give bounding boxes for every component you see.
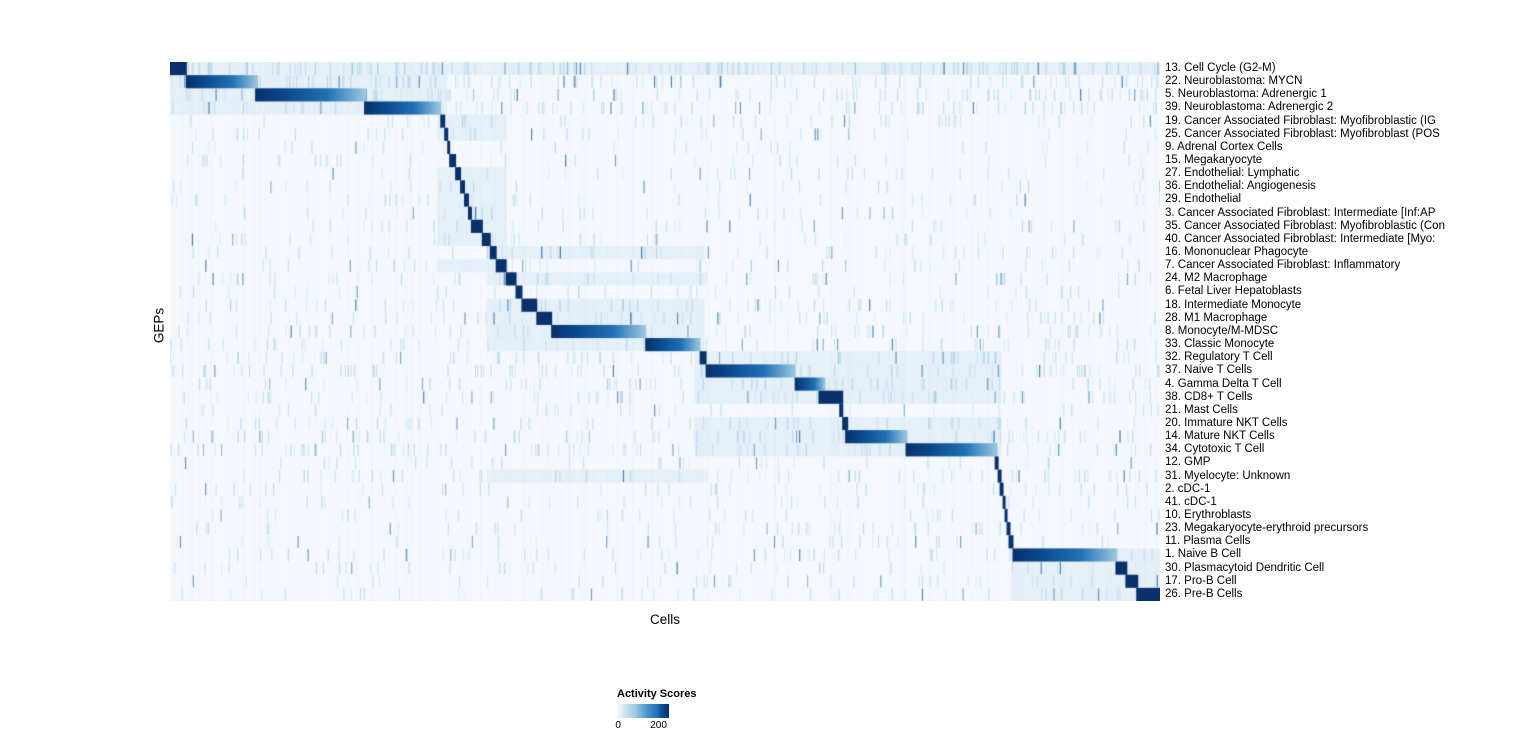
- legend-ticks: 0 200: [615, 720, 669, 732]
- row-label: 12. GMP: [1165, 456, 1211, 469]
- row-label: 6. Fetal Liver Hepatoblasts: [1165, 285, 1302, 298]
- row-label: 8. Monocyte/M-MDSC: [1165, 324, 1279, 337]
- row-label: 17. Pro-B Cell: [1165, 574, 1237, 587]
- row-label: 9. Adrenal Cortex Cells: [1165, 140, 1283, 153]
- row-label: 37. Naive T Cells: [1165, 364, 1253, 377]
- row-label: 29. Endothelial: [1165, 193, 1242, 206]
- row-label: 13. Cell Cycle (G2-M): [1165, 62, 1276, 74]
- legend-bar-wrap: [617, 704, 669, 718]
- row-label: 36. Endothelial: Angiogenesis: [1165, 180, 1316, 193]
- row-label: 25. Cancer Associated Fibroblast: Myofib…: [1165, 127, 1440, 140]
- legend-tick-max: 200: [650, 720, 667, 731]
- row-labels: 13. Cell Cycle (G2-M) 22. Neuroblastoma: …: [1165, 62, 1540, 601]
- row-label: 41. cDC-1: [1165, 495, 1217, 508]
- row-label: 22. Neuroblastoma: MYCN: [1165, 75, 1303, 88]
- row-label: 24. M2 Macrophage: [1165, 272, 1268, 285]
- row-label: 33. Classic Monocyte: [1165, 338, 1275, 351]
- row-label: 3. Cancer Associated Fibroblast: Interme…: [1165, 206, 1436, 219]
- row-label: 15. Megakaryocyte: [1165, 154, 1263, 167]
- row-label: 7. Cancer Associated Fibroblast: Inflamm…: [1165, 259, 1401, 272]
- row-label: 11. Plasma Cells: [1165, 535, 1251, 548]
- row-label: 39. Neuroblastoma: Adrenergic 2: [1165, 101, 1334, 114]
- row-label: 18. Intermediate Monocyte: [1165, 298, 1302, 311]
- row-label: 26. Pre-B Cells: [1165, 587, 1243, 600]
- row-label: 40. Cancer Associated Fibroblast: Interm…: [1165, 232, 1436, 245]
- heatmap-canvas: [170, 62, 1160, 601]
- y-axis-label: GEPs: [151, 307, 167, 344]
- row-label: 4. Gamma Delta T Cell: [1165, 377, 1282, 390]
- row-label: 1. Naive B Cell: [1165, 548, 1242, 561]
- row-label: 38. CD8+ T Cells: [1165, 390, 1253, 403]
- row-label: 31. Myelocyte: Unknown: [1165, 469, 1291, 482]
- row-label: 35. Cancer Associated Fibroblast: Myofib…: [1165, 219, 1445, 232]
- row-label: 32. Regulatory T Cell: [1165, 351, 1273, 364]
- row-label: 20. Immature NKT Cells: [1165, 416, 1288, 429]
- row-label: 28. M1 Macrophage: [1165, 311, 1268, 324]
- row-label: 19. Cancer Associated Fibroblast: Myofib…: [1165, 114, 1437, 127]
- row-label: 16. Mononuclear Phagocyte: [1165, 246, 1309, 259]
- row-label: 14. Mature NKT Cells: [1165, 430, 1275, 443]
- colorbar-legend: Activity Scores 0 200: [615, 688, 737, 732]
- row-label: 30. Plasmacytoid Dendritic Cell: [1165, 561, 1325, 574]
- row-label: 27. Endothelial: Lymphatic: [1165, 167, 1300, 180]
- legend-title: Activity Scores: [617, 688, 697, 700]
- row-label: 5. Neuroblastoma: Adrenergic 1: [1165, 88, 1327, 101]
- legend-gradient-bar: [617, 704, 669, 718]
- legend-tick-min: 0: [615, 720, 621, 731]
- row-label: 34. Cytotoxic T Cell: [1165, 443, 1265, 456]
- row-label: 10. Erythroblasts: [1165, 508, 1252, 521]
- x-axis-label: Cells: [649, 612, 680, 627]
- row-label: 23. Megakaryocyte-erythroid precursors: [1165, 522, 1369, 535]
- row-label: 2. cDC-1: [1165, 482, 1211, 495]
- row-label: 21. Mast Cells: [1165, 403, 1238, 416]
